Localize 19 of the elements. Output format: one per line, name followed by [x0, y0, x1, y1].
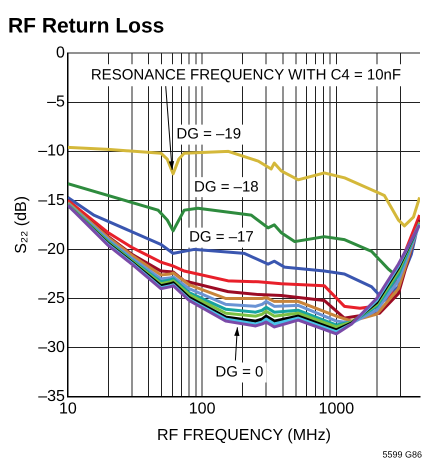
- x-tick-label: 10: [58, 400, 77, 418]
- annotation: RESONANCE FREQUENCY WITH C4 = 10nF: [90, 66, 402, 84]
- series-label: DG = –17: [189, 228, 254, 246]
- x-tick-label: 100: [188, 400, 216, 418]
- y-tick-label: –5: [47, 94, 65, 111]
- y-tick-label: 0: [56, 44, 65, 62]
- y-tick-label: –15: [38, 192, 65, 209]
- y-tick-label: –30: [38, 338, 65, 356]
- chart-title: RF Return Loss: [8, 14, 164, 38]
- y-axis-title: S₂₂ (dB): [13, 196, 30, 254]
- y-tick-label: –10: [38, 142, 65, 160]
- y-tick-label: –20: [38, 240, 65, 258]
- text: DG = 0: [215, 364, 264, 381]
- series-label: DG = –19: [176, 126, 242, 143]
- text: 5599 G86: [382, 449, 422, 460]
- y-tick-label: –25: [38, 290, 65, 307]
- x-tick-label: 1000: [318, 400, 354, 418]
- series-label: DG = –18: [194, 178, 259, 196]
- x-axis-title: RF FREQUENCY (MHz): [156, 426, 331, 444]
